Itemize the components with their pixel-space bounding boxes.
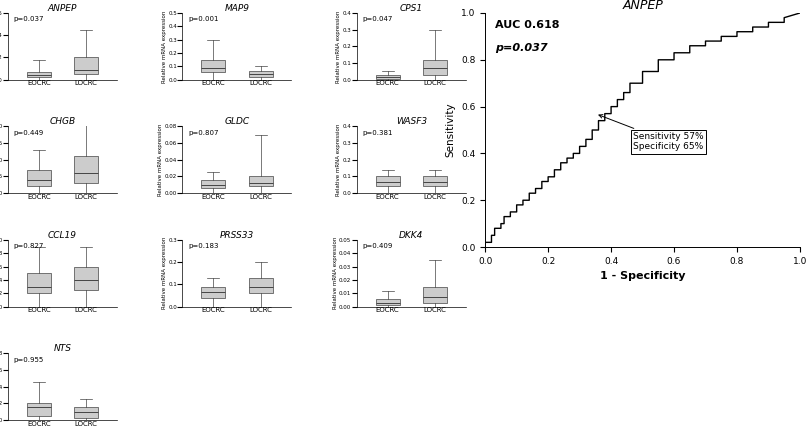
Title: ANPEP: ANPEP [622, 0, 663, 12]
PathPatch shape [27, 170, 51, 187]
PathPatch shape [74, 58, 98, 74]
Text: p=0.047: p=0.047 [362, 16, 393, 23]
Y-axis label: Relative mRNA expression: Relative mRNA expression [158, 123, 163, 196]
Text: p=0.409: p=0.409 [362, 243, 393, 249]
PathPatch shape [249, 71, 272, 77]
PathPatch shape [201, 180, 225, 188]
X-axis label: 1 - Specificity: 1 - Specificity [600, 271, 685, 281]
PathPatch shape [376, 75, 399, 79]
PathPatch shape [27, 72, 51, 78]
PathPatch shape [249, 177, 272, 187]
PathPatch shape [423, 177, 447, 187]
Y-axis label: Relative mRNA expression: Relative mRNA expression [336, 10, 341, 83]
PathPatch shape [201, 287, 225, 297]
Title: PRSS33: PRSS33 [220, 231, 254, 240]
Title: CHGB: CHGB [49, 117, 76, 126]
Text: p=0.037: p=0.037 [14, 16, 44, 23]
PathPatch shape [249, 278, 272, 293]
Text: p=0.827: p=0.827 [14, 243, 44, 249]
Text: p=0.183: p=0.183 [188, 243, 218, 249]
PathPatch shape [376, 177, 399, 187]
PathPatch shape [376, 299, 399, 305]
Title: GLDC: GLDC [225, 117, 250, 126]
Title: NTS: NTS [53, 344, 72, 353]
PathPatch shape [27, 273, 51, 293]
Title: CPS1: CPS1 [400, 4, 423, 13]
Text: Sensitivity 57%
Specificity 65%: Sensitivity 57% Specificity 65% [599, 115, 704, 152]
PathPatch shape [74, 407, 98, 417]
Text: p=0.381: p=0.381 [362, 130, 393, 136]
Text: p=0.955: p=0.955 [14, 357, 44, 362]
Title: ANPEP: ANPEP [48, 4, 78, 13]
Y-axis label: Relative mRNA expression: Relative mRNA expression [333, 237, 338, 310]
Y-axis label: Relative mRNA expression: Relative mRNA expression [336, 123, 341, 196]
Y-axis label: Relative mRNA expression: Relative mRNA expression [162, 10, 166, 83]
Y-axis label: Sensitivity: Sensitivity [445, 103, 456, 157]
Text: p=0.001: p=0.001 [188, 16, 218, 23]
PathPatch shape [423, 60, 447, 75]
Text: p=0.037: p=0.037 [494, 43, 547, 53]
PathPatch shape [423, 287, 447, 303]
Title: CCL19: CCL19 [48, 231, 77, 240]
Text: p=0.807: p=0.807 [188, 130, 218, 136]
PathPatch shape [74, 156, 98, 183]
Text: p=0.449: p=0.449 [14, 130, 44, 136]
Title: DKK4: DKK4 [399, 231, 423, 240]
PathPatch shape [201, 60, 225, 72]
PathPatch shape [74, 267, 98, 290]
Title: MAP9: MAP9 [225, 4, 250, 13]
Y-axis label: Relative mRNA expression: Relative mRNA expression [162, 237, 166, 310]
Title: WASF3: WASF3 [396, 117, 427, 126]
PathPatch shape [27, 403, 51, 416]
Text: AUC 0.618: AUC 0.618 [494, 20, 559, 30]
